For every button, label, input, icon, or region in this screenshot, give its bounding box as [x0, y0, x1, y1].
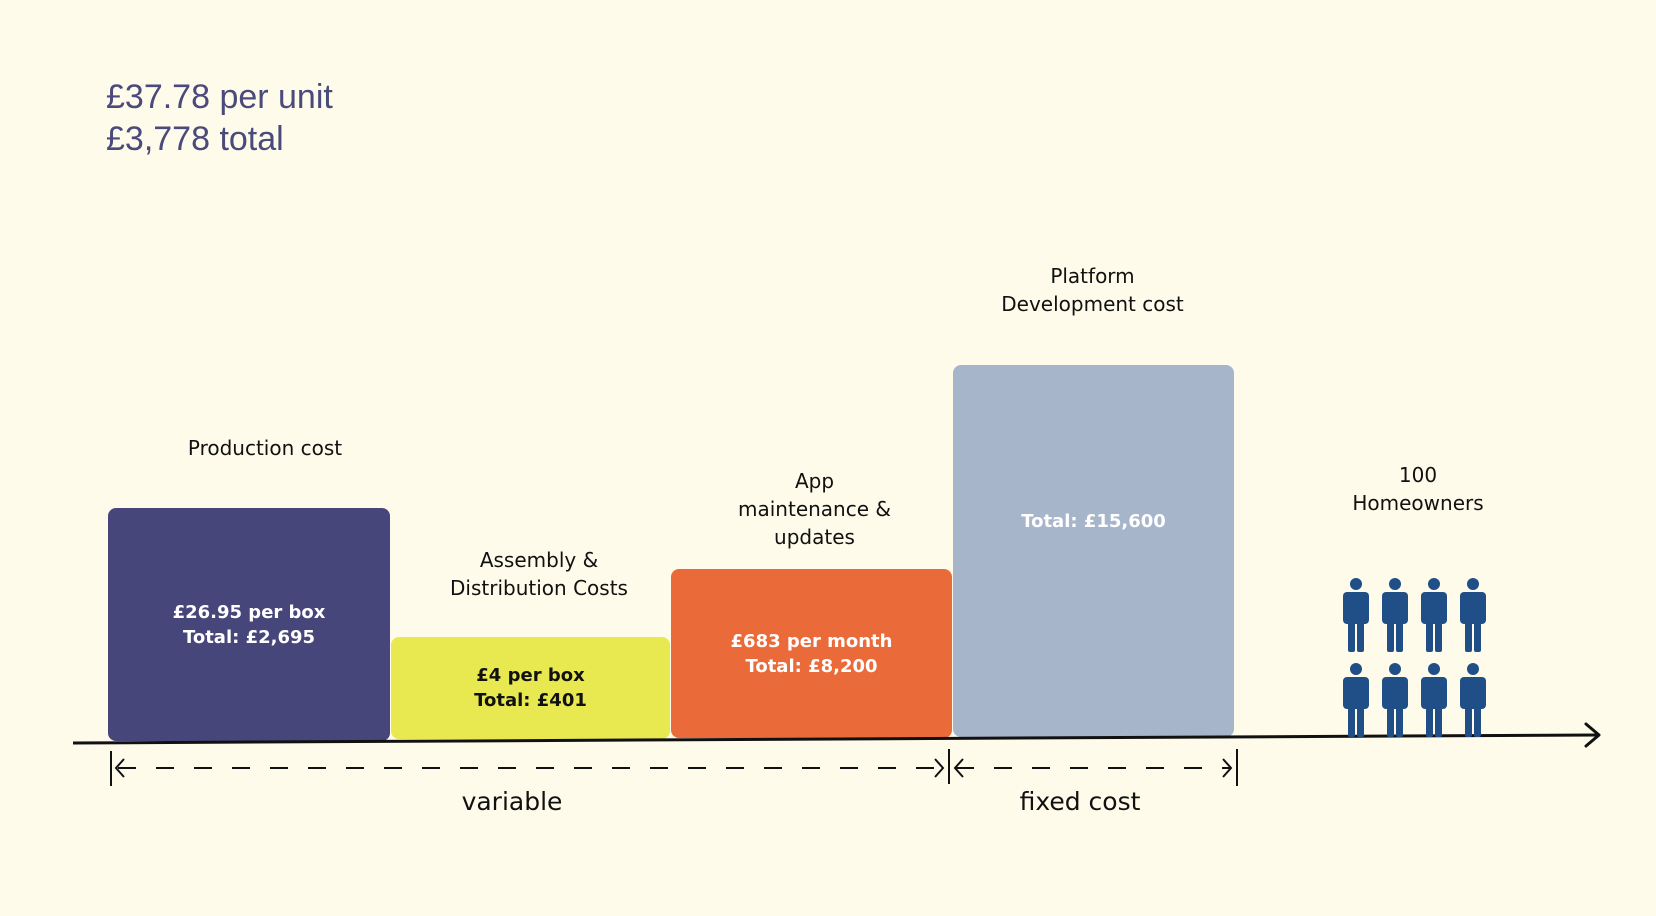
variable-range-label: variable [461, 787, 563, 816]
person-icon [1343, 663, 1369, 737]
platform-development-label: Platform Development cost [1001, 264, 1184, 316]
person-icon [1343, 578, 1369, 652]
homeowners-label: 100 Homeowners [1352, 463, 1484, 515]
variable-right-arrow [934, 758, 945, 778]
production-cost-total: Total: £2,695 [182, 626, 316, 648]
platform-development-total: Total: £15,600 [1021, 510, 1166, 532]
x-axis-line [72, 733, 1598, 745]
production-cost-bar: £26.95 per box Total: £2,695 [108, 508, 390, 741]
person-icon [1421, 578, 1447, 652]
app-maintenance-bar: £683 per month Total: £8,200 [671, 569, 952, 738]
production-cost-per-box: £26.95 per box [172, 601, 326, 623]
fixed-cost-range-label: fixed cost [1019, 787, 1141, 816]
per-unit-cost: £37.78 per unit [106, 78, 333, 116]
fixed-right-arrow [1222, 758, 1233, 778]
person-icon [1382, 578, 1408, 652]
assembly-distribution-label: Assembly & Distribution Costs [450, 548, 628, 600]
assembly-distribution-total: Total: £401 [474, 690, 587, 711]
homeowners-icon-group [1343, 578, 1486, 737]
assembly-distribution-bar: £4 per box Total: £401 [391, 637, 670, 739]
person-icon [1460, 663, 1486, 737]
total-cost: £3,778 total [106, 120, 284, 158]
app-maintenance-label: App maintenance & updates [738, 469, 891, 549]
person-icon [1382, 663, 1408, 737]
assembly-distribution-per-box: £4 per box [476, 665, 585, 686]
person-icon [1460, 578, 1486, 652]
platform-development-bar: Total: £15,600 [953, 365, 1234, 737]
cost-summary: £37.78 per unit £3,778 total [106, 76, 333, 160]
app-maintenance-per-month: £683 per month [730, 630, 893, 652]
x-axis-arrowhead [1584, 722, 1601, 748]
variable-left-arrow [114, 758, 125, 778]
fixed-left-arrow [953, 758, 964, 778]
app-maintenance-total: Total: £8,200 [745, 655, 878, 677]
production-cost-label: Production cost [187, 436, 343, 460]
person-icon [1421, 663, 1447, 737]
